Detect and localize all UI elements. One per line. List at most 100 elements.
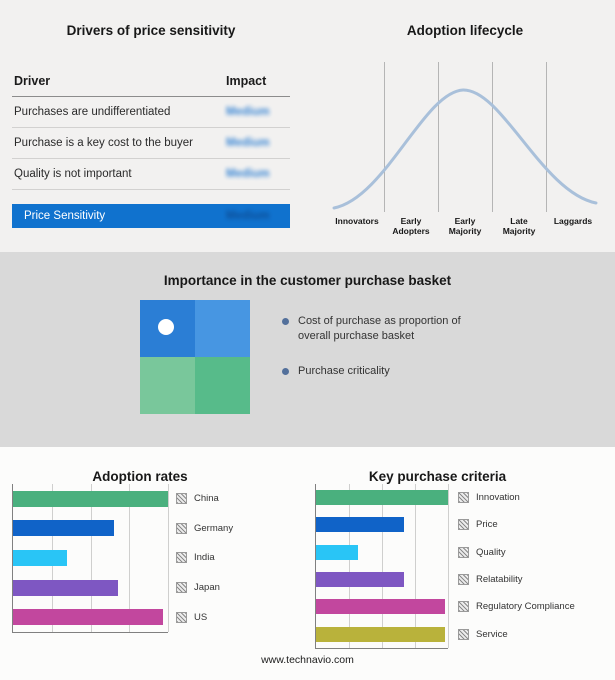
- gridline: [349, 484, 350, 648]
- bar-row: [13, 573, 168, 603]
- legend-item: Price: [458, 511, 608, 538]
- stage-label: Laggards: [553, 216, 593, 226]
- legend-label: Relatability: [476, 574, 523, 586]
- bar-row: [316, 593, 448, 620]
- bar-row: [13, 514, 168, 544]
- column-header-impact: Impact: [226, 74, 267, 88]
- bullet-text: Cost of purchase as proportion of overal…: [298, 315, 461, 342]
- quadrant-top-left: [140, 300, 195, 357]
- impact-value-blurred: Medium: [226, 210, 270, 222]
- legend-marker-icon: [458, 546, 469, 558]
- bar-row: [13, 484, 168, 514]
- adoption-curve-path: [332, 88, 598, 210]
- gridline: [448, 484, 449, 648]
- bar-row: [316, 484, 448, 511]
- legend-marker-icon: [458, 628, 469, 640]
- price-sensitivity-label: Price Sensitivity: [24, 210, 106, 222]
- gridline: [438, 62, 439, 212]
- legend-item: Innovation: [458, 484, 608, 511]
- highlight-dot-icon: [158, 319, 174, 335]
- bell-curve-icon: [332, 88, 598, 210]
- legend-marker-icon: [458, 574, 469, 586]
- legend-item: China: [176, 484, 276, 514]
- stage-label: Early Adopters: [392, 216, 430, 237]
- quadrant-bottom-left: [140, 357, 195, 414]
- stage-label: Innovators: [335, 216, 379, 226]
- bar-germany: [13, 520, 114, 537]
- key-purchase-criteria-legend: Innovation Price Quality Relatability Re…: [458, 484, 608, 648]
- legend-item: Service: [458, 621, 608, 648]
- bullet-item: Cost of purchase as proportion of overal…: [282, 314, 512, 344]
- impact-value-blurred: Medium: [226, 106, 270, 118]
- legend-marker-icon: [176, 493, 187, 505]
- legend-label: India: [194, 552, 215, 564]
- price-sensitivity-row: Price Sensitivity Medium: [12, 204, 290, 228]
- bar-row: [316, 621, 448, 648]
- bar-row: [316, 511, 448, 538]
- bar-service: [316, 626, 446, 642]
- adoption-rates-legend: China Germany India Japan US: [176, 484, 276, 632]
- footer-link[interactable]: www.technavio.com: [261, 654, 354, 666]
- legend-label: Germany: [194, 522, 234, 534]
- bullet-icon: [282, 367, 289, 375]
- table-row: Purchases are undifferentiated Medium: [12, 97, 290, 128]
- legend-marker-icon: [176, 522, 187, 534]
- bullet-icon: [282, 318, 289, 325]
- bullet-text: Purchase criticality: [298, 364, 390, 377]
- adoption-lifecycle-chart: [330, 62, 600, 212]
- driver-cell: Quality is not important: [14, 168, 132, 180]
- driver-cell: Purchase is a key cost to the buyer: [14, 137, 193, 149]
- bar-india: [13, 549, 68, 566]
- drivers-title: Drivers of price sensitivity: [66, 23, 236, 39]
- drivers-table: Driver Impact Purchases are undifferenti…: [12, 68, 290, 228]
- bar-price: [316, 517, 405, 533]
- legend-item: Quality: [458, 539, 608, 566]
- legend-marker-icon: [176, 611, 187, 623]
- gridline: [384, 62, 385, 212]
- legend-item: India: [176, 543, 276, 573]
- lifecycle-title: Adoption lifecycle: [406, 23, 524, 39]
- stage-label: Late Majority: [502, 216, 536, 237]
- bar-innovation: [316, 490, 448, 506]
- legend-item: Japan: [176, 573, 276, 603]
- gridline: [492, 62, 493, 212]
- bar-row: [13, 543, 168, 573]
- bar-regulatory-compliance: [316, 599, 446, 615]
- legend-marker-icon: [176, 582, 187, 594]
- bar-row: [13, 602, 168, 632]
- basket-bullets: Cost of purchase as proportion of overal…: [282, 314, 512, 399]
- legend-item: Germany: [176, 514, 276, 544]
- legend-label: Quality: [476, 546, 506, 558]
- impact-value-blurred: Medium: [226, 168, 270, 180]
- legend-marker-icon: [458, 601, 469, 613]
- bottom-band: [0, 447, 615, 680]
- bar-relatability: [316, 572, 405, 588]
- gridline: [415, 484, 416, 648]
- table-row: Purchase is a key cost to the buyer Medi…: [12, 128, 290, 159]
- legend-label: Regulatory Compliance: [476, 601, 575, 613]
- legend-label: Japan: [194, 582, 220, 594]
- gridline: [168, 484, 169, 632]
- bar-quality: [316, 544, 359, 560]
- legend-item: Relatability: [458, 566, 608, 593]
- impact-value-blurred: Medium: [226, 137, 270, 149]
- legend-label: Innovation: [476, 492, 520, 504]
- column-header-driver: Driver: [14, 74, 51, 88]
- stage-label: Early Majority: [448, 216, 482, 237]
- table-row: Quality is not important Medium: [12, 159, 290, 190]
- adoption-rates-title: Adoption rates: [92, 469, 188, 485]
- legend-label: Price: [476, 519, 498, 531]
- footer: www.technavio.com: [0, 654, 615, 666]
- key-purchase-criteria-title: Key purchase criteria: [368, 469, 507, 485]
- driver-cell: Purchases are undifferentiated: [14, 106, 171, 118]
- legend-label: China: [194, 493, 219, 505]
- bar-japan: [13, 579, 119, 596]
- adoption-rates-chart: [12, 484, 169, 633]
- legend-marker-icon: [176, 552, 187, 564]
- legend-label: Service: [476, 628, 508, 640]
- bar-us: [13, 609, 164, 626]
- gridline: [129, 484, 131, 632]
- quadrant-top-right: [195, 300, 250, 357]
- bar-china: [13, 490, 168, 507]
